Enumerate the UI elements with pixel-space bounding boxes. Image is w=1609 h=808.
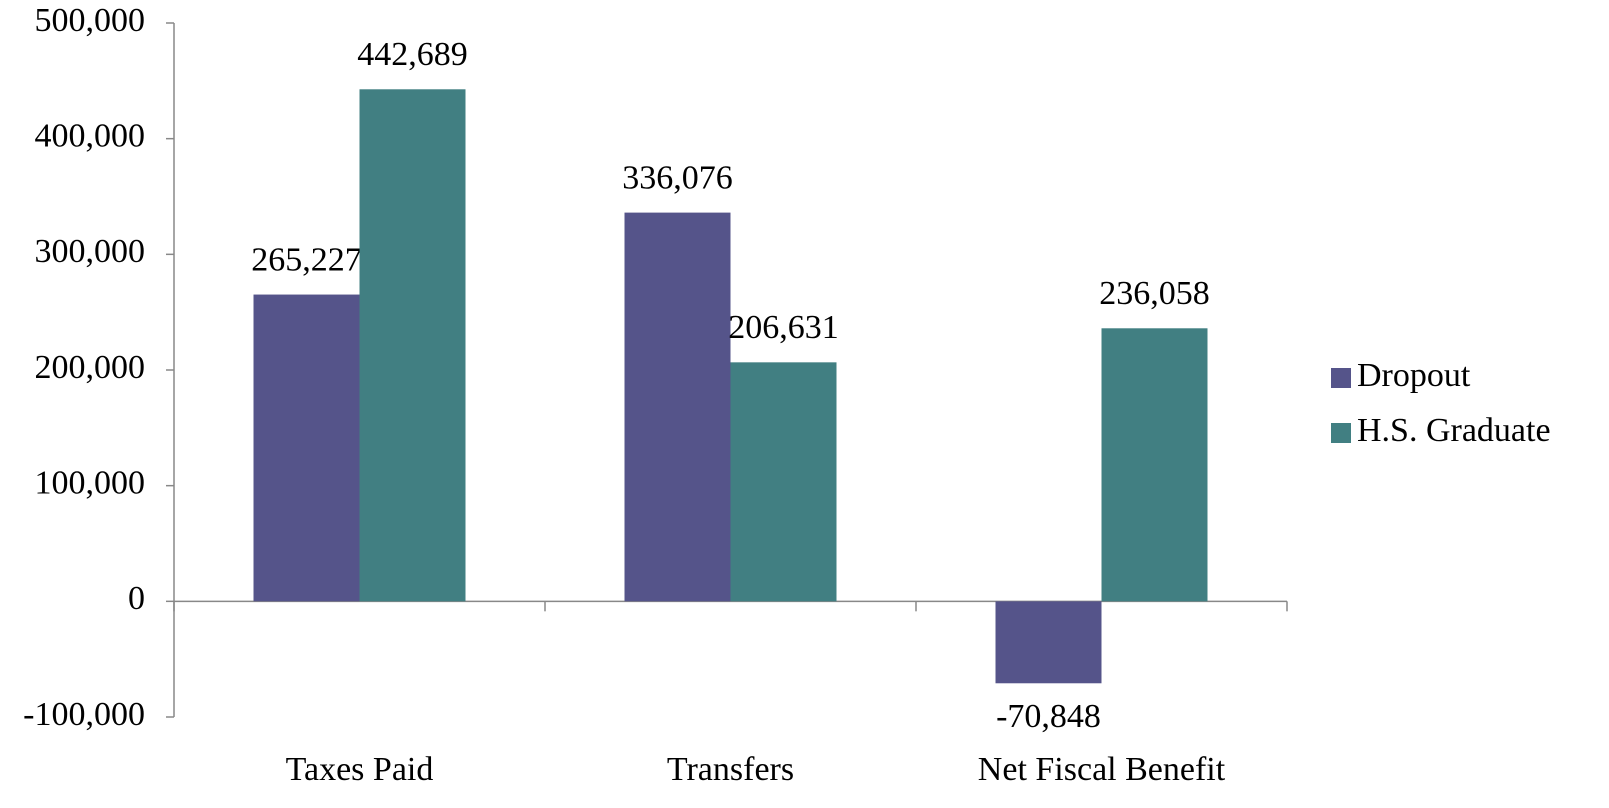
bar [624, 212, 731, 602]
y-tick-label: -100,000 [23, 696, 145, 733]
legend-swatch [1331, 368, 1351, 388]
bar [253, 294, 360, 602]
data-label: 336,076 [622, 159, 733, 196]
data-label: 206,631 [728, 309, 839, 346]
x-tick-label: Transfers [667, 751, 794, 788]
data-label: -70,848 [996, 698, 1101, 735]
data-label: 442,689 [357, 36, 468, 73]
y-tick-label: 500,000 [35, 2, 146, 39]
legend-label: H.S. Graduate [1357, 412, 1551, 449]
legend-swatch [1331, 423, 1351, 443]
y-tick-label: 100,000 [35, 464, 146, 501]
data-label: 236,058 [1099, 275, 1210, 312]
legend-label: Dropout [1357, 357, 1471, 394]
bar [995, 601, 1102, 684]
y-tick-label: 400,000 [35, 117, 146, 154]
y-tick-label: 200,000 [35, 349, 146, 386]
y-tick-label: 300,000 [35, 233, 146, 270]
x-tick-label: Taxes Paid [286, 751, 434, 788]
bar [359, 89, 466, 602]
x-tick-label: Net Fiscal Benefit [978, 751, 1226, 788]
bar [1101, 328, 1208, 602]
y-tick-label: 0 [128, 580, 145, 617]
data-label: 265,227 [251, 241, 362, 278]
bar [730, 362, 837, 602]
